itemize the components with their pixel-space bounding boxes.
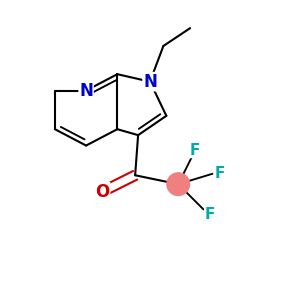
Circle shape bbox=[167, 173, 190, 196]
Text: N: N bbox=[143, 73, 157, 91]
Text: O: O bbox=[95, 183, 110, 201]
Text: F: F bbox=[189, 142, 200, 158]
Text: N: N bbox=[79, 82, 93, 100]
Text: F: F bbox=[215, 166, 225, 181]
Text: F: F bbox=[205, 207, 215, 222]
